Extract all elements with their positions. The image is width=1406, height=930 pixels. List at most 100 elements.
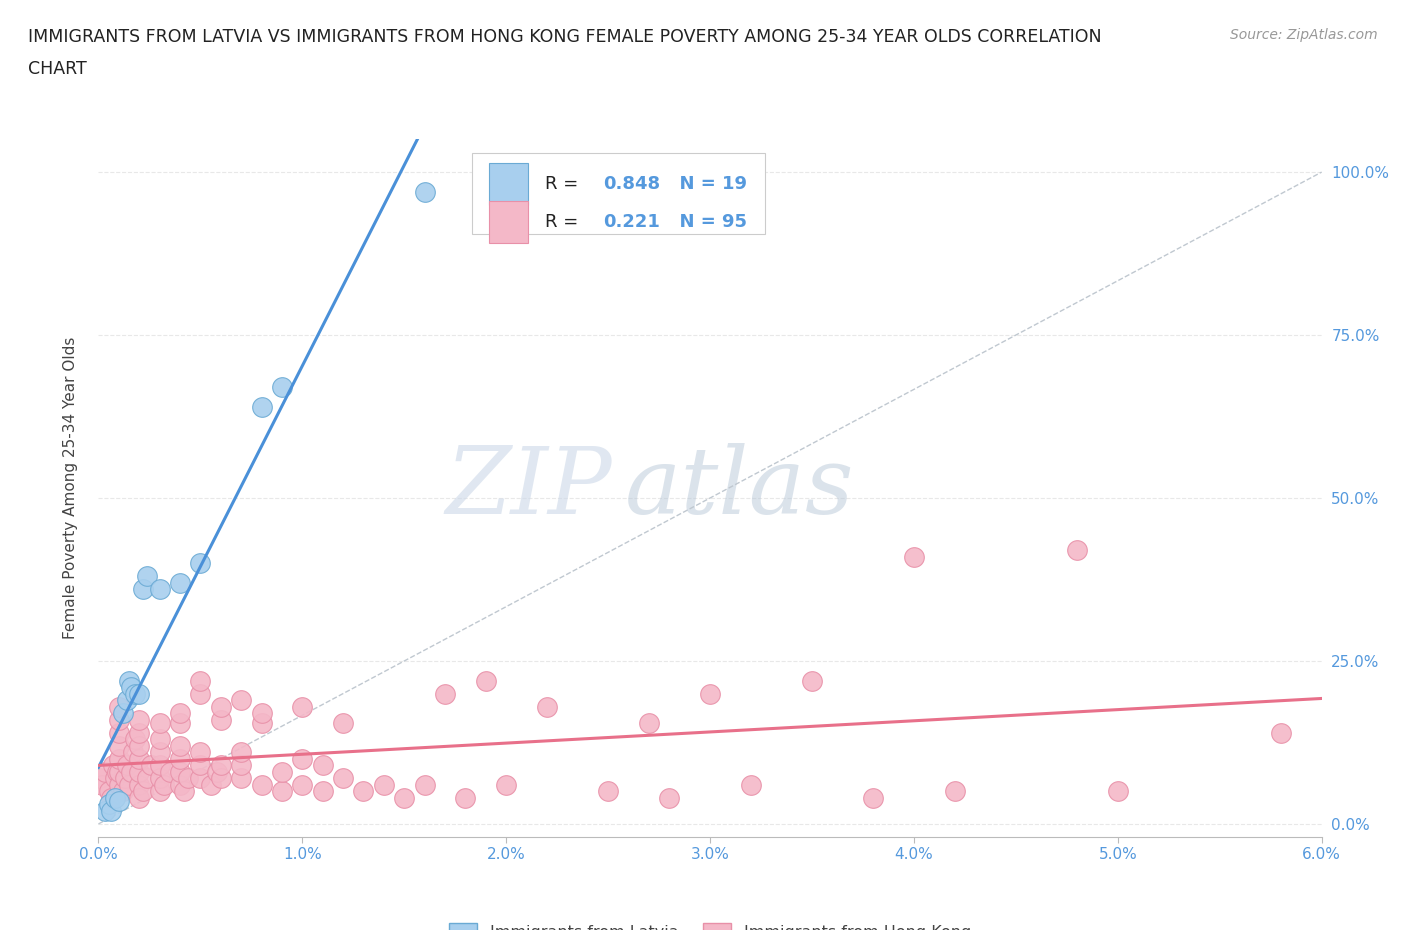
Point [108, 764, 131, 779]
Point [118, 777, 141, 792]
Point [177, 771, 200, 786]
Point [392, 790, 416, 805]
Point [120, 764, 142, 779]
Point [141, 758, 163, 773]
Point [111, 784, 134, 799]
Point [250, 399, 273, 414]
Point [100, 790, 122, 805]
Point [128, 764, 150, 779]
Point [108, 712, 131, 727]
Text: R =: R = [546, 175, 583, 193]
Point [352, 784, 374, 799]
Bar [489, 163, 527, 205]
Point [205, 764, 228, 779]
Point [188, 745, 212, 760]
Point [115, 693, 138, 708]
Point [91, 777, 114, 792]
Point [1066, 543, 1088, 558]
Point [120, 680, 142, 695]
Point [169, 738, 191, 753]
Text: N = 19: N = 19 [668, 175, 747, 193]
Point [291, 699, 314, 714]
Point [200, 777, 222, 792]
Point [169, 706, 191, 721]
Point [250, 715, 273, 730]
Text: CHART: CHART [28, 60, 87, 78]
Point [332, 771, 354, 786]
Point [104, 771, 127, 786]
Point [100, 804, 122, 818]
Point [209, 699, 232, 714]
Text: atlas: atlas [624, 444, 853, 533]
Point [149, 771, 172, 786]
Point [108, 793, 131, 808]
Point [159, 764, 181, 779]
Point [132, 582, 155, 597]
Point [903, 550, 925, 565]
Point [108, 738, 131, 753]
Point [474, 673, 498, 688]
Point [97, 784, 120, 799]
Point [114, 771, 136, 786]
Point [740, 777, 762, 792]
Point [149, 784, 172, 799]
Point [108, 777, 131, 792]
Point [1270, 725, 1292, 740]
Point [188, 556, 212, 571]
Point [598, 784, 620, 799]
Point [188, 673, 212, 688]
Y-axis label: Female Poverty Among 25-34 Year Olds: Female Poverty Among 25-34 Year Olds [63, 337, 77, 640]
Text: N = 95: N = 95 [668, 213, 747, 231]
Point [801, 673, 824, 688]
Point [231, 693, 253, 708]
Point [209, 758, 232, 773]
Point [943, 784, 966, 799]
Point [128, 790, 150, 805]
Bar [489, 201, 527, 243]
Point [495, 777, 517, 792]
Point [136, 771, 159, 786]
Text: Source: ZipAtlas.com: Source: ZipAtlas.com [1230, 28, 1378, 42]
Legend: Immigrants from Latvia, Immigrants from Hong Kong: Immigrants from Latvia, Immigrants from … [440, 915, 980, 930]
Point [862, 790, 884, 805]
Point [108, 725, 131, 740]
Point [270, 784, 292, 799]
Text: IMMIGRANTS FROM LATVIA VS IMMIGRANTS FROM HONG KONG FEMALE POVERTY AMONG 25-34 Y: IMMIGRANTS FROM LATVIA VS IMMIGRANTS FRO… [28, 28, 1102, 46]
Point [188, 758, 212, 773]
Point [101, 758, 124, 773]
Point [270, 764, 292, 779]
Text: 0.221: 0.221 [603, 213, 661, 231]
Point [111, 706, 134, 721]
Point [128, 725, 150, 740]
Point [128, 738, 150, 753]
Point [97, 797, 120, 812]
Point [149, 582, 172, 597]
Point [93, 804, 115, 818]
Point [128, 777, 150, 792]
Point [536, 699, 558, 714]
Point [169, 576, 191, 591]
Point [108, 699, 131, 714]
Point [311, 784, 335, 799]
Point [115, 758, 138, 773]
Point [118, 673, 141, 688]
Point [1107, 784, 1129, 799]
Point [658, 790, 681, 805]
Point [89, 771, 111, 786]
Point [332, 715, 354, 730]
Point [454, 790, 477, 805]
Point [149, 732, 172, 747]
Point [173, 784, 195, 799]
Point [373, 777, 395, 792]
Point [128, 712, 150, 727]
Point [231, 758, 253, 773]
Point [270, 379, 292, 394]
Point [699, 686, 721, 701]
Point [188, 686, 212, 701]
Text: R =: R = [546, 213, 583, 231]
Text: 0.848: 0.848 [603, 175, 661, 193]
Point [128, 686, 150, 701]
Point [124, 686, 146, 701]
Point [209, 771, 232, 786]
Point [108, 751, 131, 766]
